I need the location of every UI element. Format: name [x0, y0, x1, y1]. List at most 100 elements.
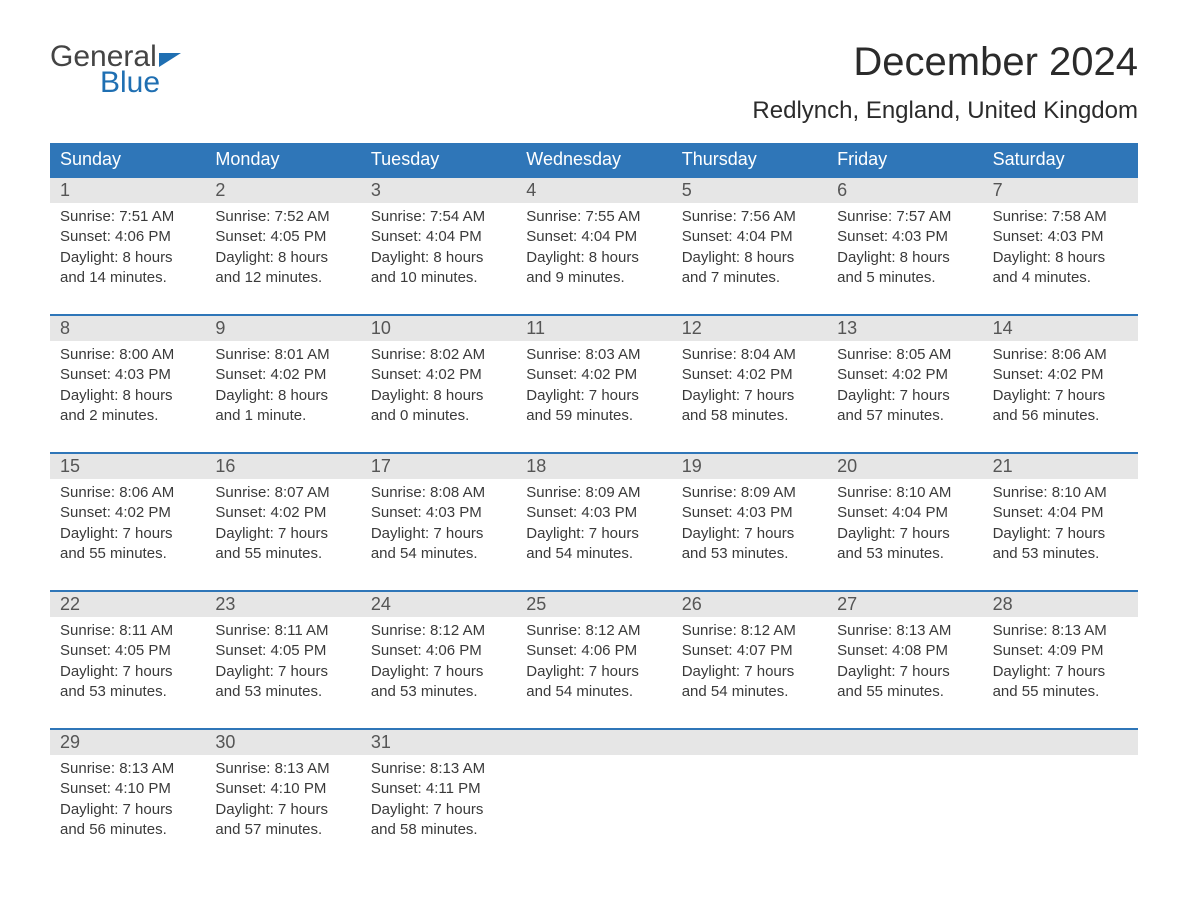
day-number: 10 — [361, 316, 516, 341]
sunset-text: Sunset: 4:05 PM — [215, 227, 350, 247]
daylight-line2: and 14 minutes. — [60, 268, 195, 288]
daylight-line1: Daylight: 7 hours — [682, 524, 817, 544]
day-number-strip: 1234567 — [50, 178, 1138, 203]
day-cell: Sunrise: 8:10 AMSunset: 4:04 PMDaylight:… — [827, 479, 982, 572]
daylight-line2: and 57 minutes. — [215, 820, 350, 840]
day-cell: Sunrise: 8:03 AMSunset: 4:02 PMDaylight:… — [516, 341, 671, 434]
daylight-line2: and 2 minutes. — [60, 406, 195, 426]
daylight-line2: and 55 minutes. — [837, 682, 972, 702]
day-cell: Sunrise: 7:56 AMSunset: 4:04 PMDaylight:… — [672, 203, 827, 296]
day-cell: Sunrise: 8:07 AMSunset: 4:02 PMDaylight:… — [205, 479, 360, 572]
daylight-line2: and 56 minutes. — [993, 406, 1128, 426]
sunset-text: Sunset: 4:06 PM — [371, 641, 506, 661]
daylight-line2: and 12 minutes. — [215, 268, 350, 288]
sunrise-text: Sunrise: 7:55 AM — [526, 207, 661, 227]
day-number — [827, 730, 982, 755]
day-number-strip: 891011121314 — [50, 316, 1138, 341]
daylight-line1: Daylight: 7 hours — [60, 662, 195, 682]
daylight-line1: Daylight: 7 hours — [371, 662, 506, 682]
sunrise-text: Sunrise: 7:57 AM — [837, 207, 972, 227]
day-body-row: Sunrise: 8:11 AMSunset: 4:05 PMDaylight:… — [50, 617, 1138, 710]
week-row: 293031Sunrise: 8:13 AMSunset: 4:10 PMDay… — [50, 728, 1138, 848]
day-number: 6 — [827, 178, 982, 203]
daylight-line2: and 0 minutes. — [371, 406, 506, 426]
location-subtitle: Redlynch, England, United Kingdom — [752, 97, 1138, 125]
sunset-text: Sunset: 4:04 PM — [526, 227, 661, 247]
week-row: 1234567Sunrise: 7:51 AMSunset: 4:06 PMDa… — [50, 176, 1138, 296]
day-cell: Sunrise: 8:12 AMSunset: 4:06 PMDaylight:… — [361, 617, 516, 710]
daylight-line1: Daylight: 7 hours — [682, 662, 817, 682]
daylight-line1: Daylight: 7 hours — [993, 386, 1128, 406]
day-cell: Sunrise: 8:10 AMSunset: 4:04 PMDaylight:… — [983, 479, 1138, 572]
sunset-text: Sunset: 4:04 PM — [682, 227, 817, 247]
sunrise-text: Sunrise: 8:09 AM — [526, 483, 661, 503]
day-cell: Sunrise: 8:13 AMSunset: 4:08 PMDaylight:… — [827, 617, 982, 710]
daylight-line2: and 54 minutes. — [526, 544, 661, 564]
sunrise-text: Sunrise: 8:13 AM — [837, 621, 972, 641]
sunrise-text: Sunrise: 8:05 AM — [837, 345, 972, 365]
daylight-line2: and 53 minutes. — [682, 544, 817, 564]
day-cell: Sunrise: 8:12 AMSunset: 4:07 PMDaylight:… — [672, 617, 827, 710]
sunrise-text: Sunrise: 8:12 AM — [526, 621, 661, 641]
day-cell: Sunrise: 8:13 AMSunset: 4:10 PMDaylight:… — [50, 755, 205, 848]
week-row: 891011121314Sunrise: 8:00 AMSunset: 4:03… — [50, 314, 1138, 434]
day-number: 18 — [516, 454, 671, 479]
day-number: 4 — [516, 178, 671, 203]
day-cell — [827, 755, 982, 848]
sunset-text: Sunset: 4:02 PM — [215, 503, 350, 523]
day-number: 31 — [361, 730, 516, 755]
sunset-text: Sunset: 4:11 PM — [371, 779, 506, 799]
day-number: 17 — [361, 454, 516, 479]
day-number: 23 — [205, 592, 360, 617]
day-cell: Sunrise: 8:02 AMSunset: 4:02 PMDaylight:… — [361, 341, 516, 434]
sunset-text: Sunset: 4:03 PM — [371, 503, 506, 523]
weeks-container: 1234567Sunrise: 7:51 AMSunset: 4:06 PMDa… — [50, 176, 1138, 848]
sunrise-text: Sunrise: 8:10 AM — [837, 483, 972, 503]
sunset-text: Sunset: 4:03 PM — [993, 227, 1128, 247]
day-cell — [983, 755, 1138, 848]
daylight-line2: and 53 minutes. — [993, 544, 1128, 564]
daylight-line1: Daylight: 8 hours — [60, 248, 195, 268]
day-cell — [672, 755, 827, 848]
day-number: 27 — [827, 592, 982, 617]
day-cell: Sunrise: 8:11 AMSunset: 4:05 PMDaylight:… — [205, 617, 360, 710]
daylight-line2: and 10 minutes. — [371, 268, 506, 288]
day-cell: Sunrise: 7:58 AMSunset: 4:03 PMDaylight:… — [983, 203, 1138, 296]
daylight-line1: Daylight: 7 hours — [993, 524, 1128, 544]
day-number-strip: 22232425262728 — [50, 592, 1138, 617]
sunset-text: Sunset: 4:03 PM — [837, 227, 972, 247]
weekday-header: Tuesday — [361, 143, 516, 176]
daylight-line2: and 53 minutes. — [837, 544, 972, 564]
day-number: 15 — [50, 454, 205, 479]
logo-word-blue: Blue — [100, 66, 181, 100]
day-cell: Sunrise: 8:08 AMSunset: 4:03 PMDaylight:… — [361, 479, 516, 572]
daylight-line1: Daylight: 7 hours — [993, 662, 1128, 682]
day-number: 12 — [672, 316, 827, 341]
day-body-row: Sunrise: 8:00 AMSunset: 4:03 PMDaylight:… — [50, 341, 1138, 434]
daylight-line2: and 54 minutes. — [682, 682, 817, 702]
day-cell: Sunrise: 8:12 AMSunset: 4:06 PMDaylight:… — [516, 617, 671, 710]
daylight-line2: and 58 minutes. — [682, 406, 817, 426]
week-row: 15161718192021Sunrise: 8:06 AMSunset: 4:… — [50, 452, 1138, 572]
day-cell: Sunrise: 8:06 AMSunset: 4:02 PMDaylight:… — [50, 479, 205, 572]
sunrise-text: Sunrise: 8:13 AM — [371, 759, 506, 779]
day-number: 7 — [983, 178, 1138, 203]
daylight-line2: and 59 minutes. — [526, 406, 661, 426]
sunset-text: Sunset: 4:02 PM — [215, 365, 350, 385]
sunrise-text: Sunrise: 8:10 AM — [993, 483, 1128, 503]
sunrise-text: Sunrise: 7:52 AM — [215, 207, 350, 227]
sunrise-text: Sunrise: 8:12 AM — [682, 621, 817, 641]
weekday-header: Wednesday — [516, 143, 671, 176]
day-cell — [516, 755, 671, 848]
daylight-line2: and 55 minutes. — [60, 544, 195, 564]
daylight-line2: and 56 minutes. — [60, 820, 195, 840]
sunset-text: Sunset: 4:02 PM — [993, 365, 1128, 385]
daylight-line1: Daylight: 7 hours — [526, 386, 661, 406]
daylight-line2: and 1 minute. — [215, 406, 350, 426]
daylight-line1: Daylight: 7 hours — [526, 662, 661, 682]
sunrise-text: Sunrise: 8:12 AM — [371, 621, 506, 641]
sunset-text: Sunset: 4:09 PM — [993, 641, 1128, 661]
day-cell: Sunrise: 8:09 AMSunset: 4:03 PMDaylight:… — [672, 479, 827, 572]
day-cell: Sunrise: 7:52 AMSunset: 4:05 PMDaylight:… — [205, 203, 360, 296]
day-number-strip: 15161718192021 — [50, 454, 1138, 479]
